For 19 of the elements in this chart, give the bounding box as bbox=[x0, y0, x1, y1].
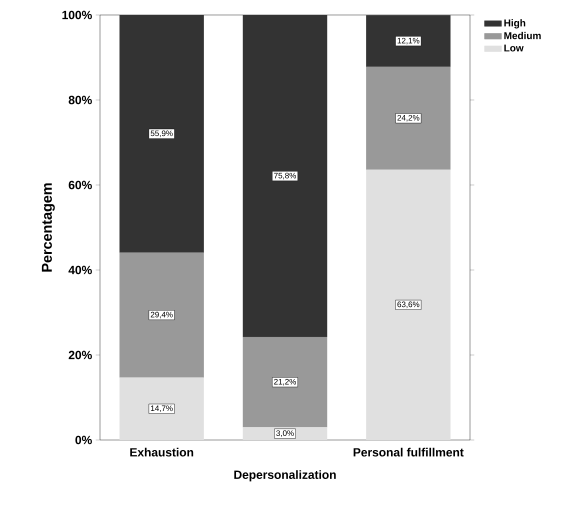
y-tick-label: 0% bbox=[75, 436, 92, 444]
x-tick-label: Exhaustion bbox=[130, 448, 194, 457]
legend-label: High bbox=[504, 19, 526, 29]
y-tick-label: 20% bbox=[68, 350, 92, 360]
y-tick-label: 80% bbox=[68, 96, 92, 104]
y-tick-label: 60% bbox=[68, 180, 92, 190]
x-tick-label: Personal fulfillment bbox=[354, 448, 464, 457]
bar bbox=[242, 14, 328, 338]
legend-label: Low bbox=[504, 44, 524, 52]
y-axis-title: Percentagem bbox=[42, 183, 55, 272]
bar bbox=[366, 66, 451, 170]
y-tick-label: 40% bbox=[68, 266, 92, 274]
bar bbox=[366, 15, 451, 68]
x-tick-label: Depersonalization bbox=[234, 470, 336, 482]
legend-label: Medium bbox=[504, 32, 541, 40]
y-tick-label: 100% bbox=[62, 10, 92, 20]
bar bbox=[119, 14, 204, 253]
bar bbox=[119, 252, 204, 378]
bar bbox=[242, 336, 328, 428]
